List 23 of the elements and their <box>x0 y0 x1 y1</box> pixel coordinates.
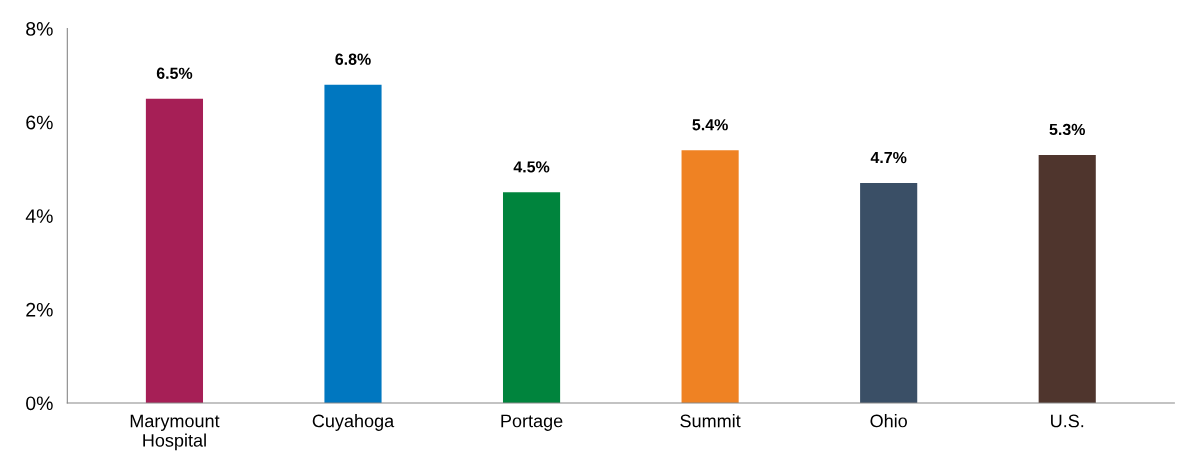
bar <box>502 192 561 403</box>
bar <box>1038 154 1096 403</box>
data-label: 4.5% <box>513 161 550 173</box>
data-label: 5.4% <box>692 119 728 131</box>
data-label: 6.5% <box>156 67 193 79</box>
x-tick-label: Cuyahoga <box>312 414 395 431</box>
bar <box>860 182 918 403</box>
x-tick-label: Summit <box>680 414 741 428</box>
bar <box>324 84 382 403</box>
y-tick-label: 0% <box>26 396 53 411</box>
bar <box>681 150 739 403</box>
x-tick-label: Portage <box>501 414 563 431</box>
y-tick-label: 4% <box>25 209 53 223</box>
y-tick-label: 2% <box>26 302 53 317</box>
data-label: 4.7% <box>870 151 907 164</box>
data-label: 5.3% <box>1049 123 1085 136</box>
x-tick-label: Ohio <box>870 414 907 428</box>
x-tick-label: U.S. <box>1051 414 1084 428</box>
x-tick-label: Marymount Hospital <box>130 414 220 451</box>
bar <box>145 98 204 403</box>
y-tick-label: 6% <box>26 115 53 130</box>
y-tick-label: 8% <box>26 22 53 36</box>
data-label: 6.8% <box>335 53 371 65</box>
